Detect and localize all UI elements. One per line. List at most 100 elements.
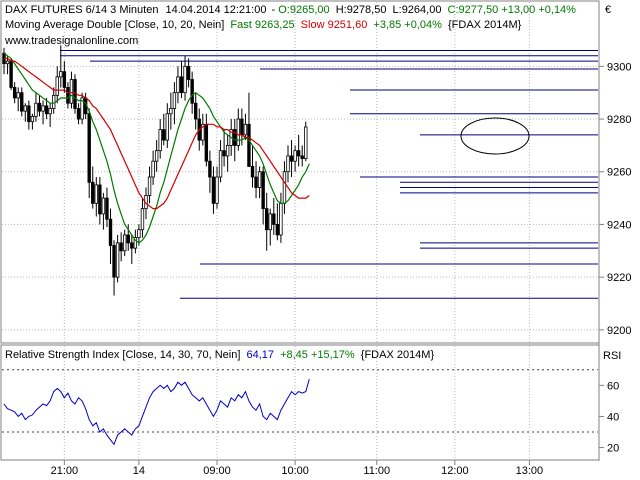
horizontal-levels (60, 50, 598, 299)
rsi-y-tick-label: 40 (607, 411, 619, 423)
candle-body (282, 171, 287, 204)
candle-body (215, 176, 219, 204)
candle-body (222, 150, 226, 157)
open-value: O:9265,00 (278, 4, 329, 16)
candle-body (172, 92, 177, 109)
candle-body (69, 79, 74, 104)
candle-body (55, 76, 59, 96)
candle-body (233, 129, 237, 146)
rsi-line (3, 378, 310, 446)
rsi-y-tick-label: 60 (607, 380, 619, 392)
candle-body (126, 234, 130, 244)
x-tick-label: 21:00 (51, 465, 79, 477)
rsi-y-tick-label: 20 (607, 443, 619, 455)
rsi-header: Relative Strength Index [Close, 14, 30, … (5, 349, 621, 362)
candle-body (268, 213, 272, 231)
rsi-change: +8,45 +15,17% (280, 349, 355, 361)
ma-slow-value: Slow 9251,60 (301, 19, 368, 31)
candle-body (236, 118, 240, 146)
candle-body (27, 105, 31, 123)
candle-body (37, 102, 42, 112)
x-tick-label: 13:00 (516, 465, 544, 477)
y-tick-label: 9300 (607, 61, 631, 73)
y-tick-label: 9280 (607, 114, 631, 126)
candle-body (254, 176, 258, 188)
axes: 21:00 14 09:00 10:00 11:00 12:00 13:00 9200 9220… (51, 61, 632, 477)
candle-body (98, 184, 102, 215)
candle-body (101, 197, 106, 215)
x-tick-label: 10:00 (281, 465, 309, 477)
rsi-label: Relative Strength Index [Close, 14, 30, … (5, 349, 240, 361)
candle-body (133, 237, 138, 249)
candle-body (140, 208, 145, 231)
candle-body (296, 150, 301, 157)
ma-line-slow (4, 57, 310, 210)
candle-body (176, 76, 180, 94)
candle-body (130, 242, 134, 249)
candle-body (154, 150, 159, 162)
x-tick-label: 11:00 (363, 465, 390, 477)
candle-body (243, 123, 248, 136)
candle-body (272, 213, 276, 225)
website-label: www.tradesignalonline.com (4, 35, 138, 47)
candle-body (44, 105, 49, 115)
candle-body (87, 113, 91, 183)
rsi-axis-title: RSI (603, 350, 621, 362)
candle-body (286, 155, 290, 173)
candle-body (41, 105, 45, 112)
candle-body (23, 105, 27, 112)
high-value: H:9278,50 (336, 4, 387, 16)
y-tick-label: 9200 (607, 325, 631, 337)
candle-body (250, 166, 255, 178)
candle-body (76, 108, 81, 120)
candle-body (91, 181, 95, 204)
candle-body (183, 65, 187, 94)
candle-body (300, 155, 304, 159)
ma-line-fast (3, 52, 310, 244)
candle-body (112, 245, 116, 278)
header-line-1: DAX FUTURES 6/14 3 Minuten 14.04.2014 12… (5, 4, 576, 16)
candle-body (193, 102, 198, 120)
candle-body (218, 150, 223, 178)
close-value: C:9277,50 +13,00 +0,14% (448, 4, 577, 16)
ma-label: Moving Average Double [Close, 10, 20, Ne… (5, 19, 224, 31)
candlesticks (2, 45, 308, 296)
candle-body (186, 65, 191, 80)
candle-body (9, 60, 13, 88)
candle-body (34, 102, 38, 117)
candle-body (123, 234, 127, 252)
ohlc-prefix: - (272, 4, 279, 16)
candle-body (201, 123, 205, 141)
candle-body (48, 108, 52, 115)
candle-body (119, 242, 123, 252)
rsi-panel-frame (0, 344, 600, 461)
candle-body (80, 97, 84, 120)
candle-body (169, 108, 173, 115)
rsi-value: 64,17 (246, 349, 274, 361)
candle-body (204, 123, 209, 162)
moving-averages (3, 52, 310, 244)
candle-body (261, 171, 265, 210)
candle-body (94, 184, 98, 204)
date-time: 14.04.2014 12:21:00 (166, 4, 267, 16)
low-value: L:9264,00 (393, 4, 442, 16)
candle-body (165, 113, 169, 141)
candle-body (5, 60, 10, 65)
annotation-ellipse (460, 117, 530, 155)
candle-body (257, 171, 262, 188)
candle-body (264, 208, 269, 231)
grid (2, 2, 598, 459)
x-tick-label: 14 (133, 465, 145, 477)
candle-body (30, 116, 35, 123)
y-tick-label: 9240 (607, 219, 631, 231)
x-tick-label: 09:00 (203, 465, 231, 477)
candle-body (66, 87, 70, 104)
rsi-indicator (2, 369, 598, 446)
candle-body (304, 126, 308, 159)
rsi-header-line: Relative Strength Index [Close, 14, 30, … (5, 349, 434, 361)
candle-body (62, 71, 67, 88)
ma-fast-value: Fast 9263,25 (230, 19, 294, 31)
candle-body (240, 118, 244, 136)
candle-body (225, 144, 230, 157)
